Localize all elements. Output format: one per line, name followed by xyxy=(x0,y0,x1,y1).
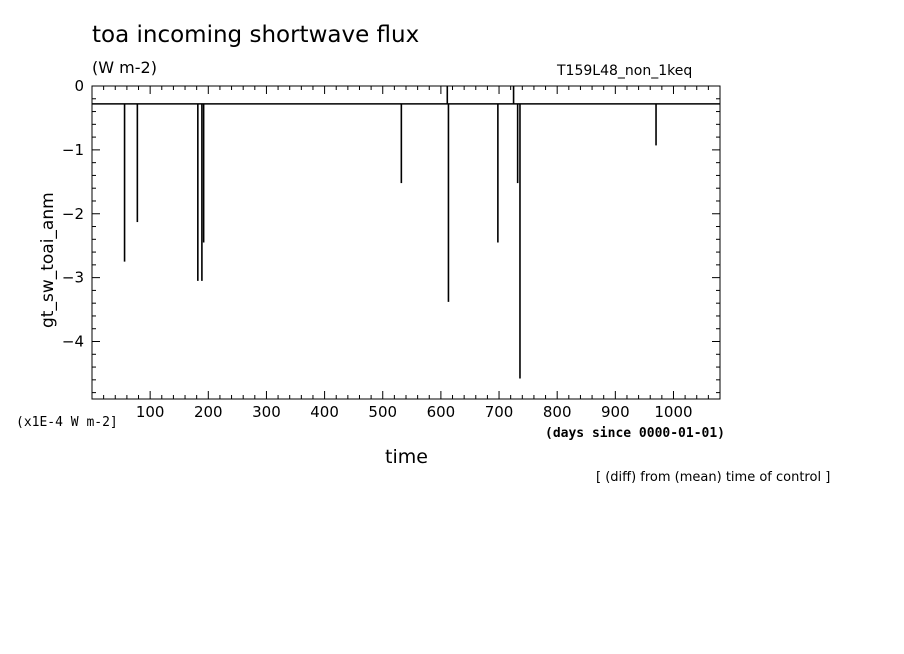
x-tick-label: 100 xyxy=(136,403,165,421)
x-units-label: (days since 0000-01-01) xyxy=(545,426,726,441)
x-tick-label: 200 xyxy=(194,403,223,421)
y-tick-label: −1 xyxy=(62,141,84,159)
x-tick-label: 300 xyxy=(252,403,281,421)
y-tick-label: −2 xyxy=(62,205,84,223)
x-tick-label: 500 xyxy=(368,403,397,421)
plot-frame xyxy=(91,85,721,400)
units-label: (W m-2) xyxy=(92,58,157,77)
run-id-label: T159L48_non_1keq xyxy=(557,63,693,79)
x-axis-label: time xyxy=(385,446,428,468)
x-tick-label: 400 xyxy=(310,403,339,421)
x-tick-label: 600 xyxy=(427,403,456,421)
x-tick-label: 1000 xyxy=(654,403,692,421)
chart-title: toa incoming shortwave flux xyxy=(92,22,420,48)
x-tick-label: 700 xyxy=(485,403,514,421)
y-tick-label: −3 xyxy=(62,269,84,287)
x-tick-label: 800 xyxy=(543,403,572,421)
y-tick-label: −4 xyxy=(62,333,84,351)
comparison-note: [ (diff) from (mean) time of control ] xyxy=(596,470,831,485)
y-tick-label: 0 xyxy=(74,77,84,95)
y-scale-note: (x1E-4 W m-2] xyxy=(16,415,118,430)
x-tick-label: 900 xyxy=(601,403,630,421)
